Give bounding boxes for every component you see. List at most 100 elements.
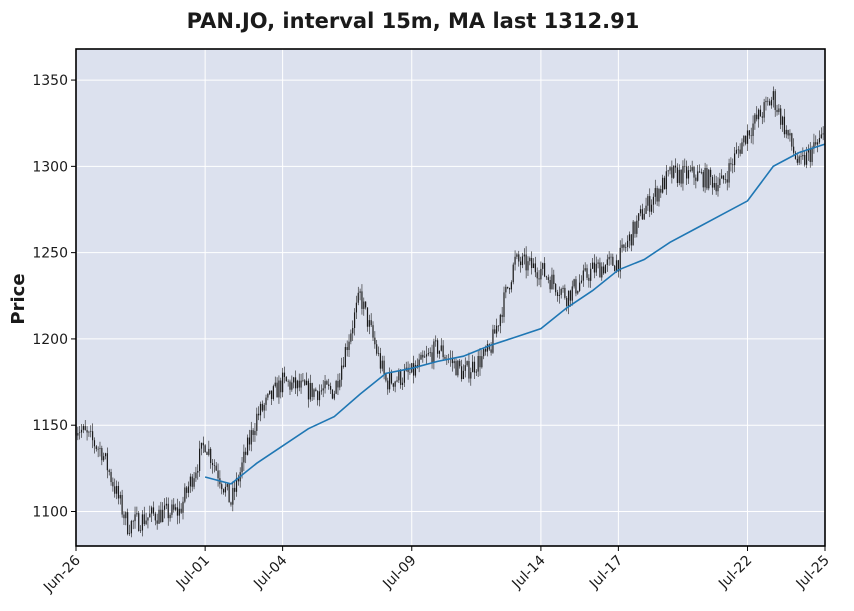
candle-body (422, 354, 424, 358)
candle (660, 185, 662, 198)
candle (95, 445, 97, 452)
candle (649, 188, 651, 218)
chart-title: PAN.JO, interval 15m, MA last 1312.91 (187, 9, 640, 33)
candle (525, 246, 527, 279)
candle (165, 497, 167, 510)
candle (211, 459, 214, 474)
candle (748, 129, 750, 139)
candle-body (339, 379, 341, 388)
candle-body (486, 344, 488, 352)
candle (228, 483, 230, 503)
candle (258, 406, 260, 421)
candle-body (206, 452, 208, 455)
candle-body (776, 109, 778, 113)
candle (739, 143, 741, 157)
candle-body (697, 171, 699, 181)
candle (793, 138, 795, 157)
candle (549, 276, 551, 293)
candle (641, 203, 643, 221)
candle (689, 165, 691, 173)
candle (357, 286, 359, 306)
candle (630, 234, 632, 252)
candle-body (529, 258, 531, 262)
candle (315, 387, 317, 392)
candle (704, 162, 706, 193)
candle-body (588, 277, 590, 281)
candle-body (785, 129, 787, 135)
candle (206, 451, 208, 455)
candle (588, 274, 590, 288)
candle-body (79, 432, 81, 434)
candle-body (667, 170, 669, 172)
candle (88, 430, 90, 437)
candle (230, 501, 232, 507)
candle (180, 503, 182, 514)
candle (254, 423, 256, 442)
candle (647, 193, 649, 211)
candle-body (210, 448, 212, 463)
candle (300, 373, 302, 394)
candle-body (269, 390, 271, 394)
candle (237, 474, 239, 486)
candle (175, 503, 177, 512)
candle (309, 374, 311, 402)
candle-body (365, 301, 367, 308)
candle-body (379, 353, 381, 369)
candle (145, 512, 147, 526)
candle (84, 420, 86, 431)
candle-body (138, 513, 140, 531)
candle-body (689, 170, 691, 171)
candle (684, 158, 686, 173)
candle-body (435, 340, 437, 342)
candle (555, 283, 557, 296)
candle (575, 276, 577, 297)
candle-body (93, 440, 96, 447)
candle (125, 511, 127, 526)
candle (756, 106, 758, 122)
candle (639, 205, 642, 217)
candle-body (597, 262, 599, 264)
candle (422, 350, 424, 363)
candle (542, 262, 544, 276)
candle (676, 163, 679, 187)
candle-body (684, 165, 686, 167)
candle (324, 374, 326, 394)
candle-body (543, 263, 546, 277)
candle (195, 466, 197, 482)
candle (494, 325, 496, 334)
candle (79, 425, 81, 440)
candle-body (619, 247, 621, 272)
candle-body (457, 360, 459, 376)
candle (261, 400, 263, 413)
candle-body (663, 177, 666, 190)
y-tick-label: 1100 (32, 504, 68, 520)
candle-body (298, 380, 300, 388)
candle-body (671, 167, 673, 178)
candle-body (272, 386, 274, 399)
candle-body (278, 380, 280, 398)
candle (202, 436, 204, 454)
candle (691, 160, 693, 173)
candle (246, 434, 249, 456)
candle-body (128, 533, 131, 535)
candle-body (112, 482, 114, 487)
candle-body (532, 263, 535, 269)
candle (767, 96, 769, 106)
candle-body (136, 513, 138, 515)
candle-body (724, 179, 726, 180)
candle-body (387, 380, 389, 390)
candle-body (108, 470, 110, 472)
candle (523, 248, 525, 265)
candle-body (189, 476, 191, 487)
candle-body (283, 372, 286, 377)
candle-body (359, 291, 361, 293)
candle-body (641, 209, 643, 220)
candle (99, 441, 101, 457)
candle-body (420, 354, 422, 360)
candle (158, 505, 160, 524)
candle (320, 384, 322, 395)
candle (527, 256, 529, 276)
candle (663, 175, 666, 190)
candle-body (289, 381, 291, 390)
candle-body (374, 337, 376, 345)
